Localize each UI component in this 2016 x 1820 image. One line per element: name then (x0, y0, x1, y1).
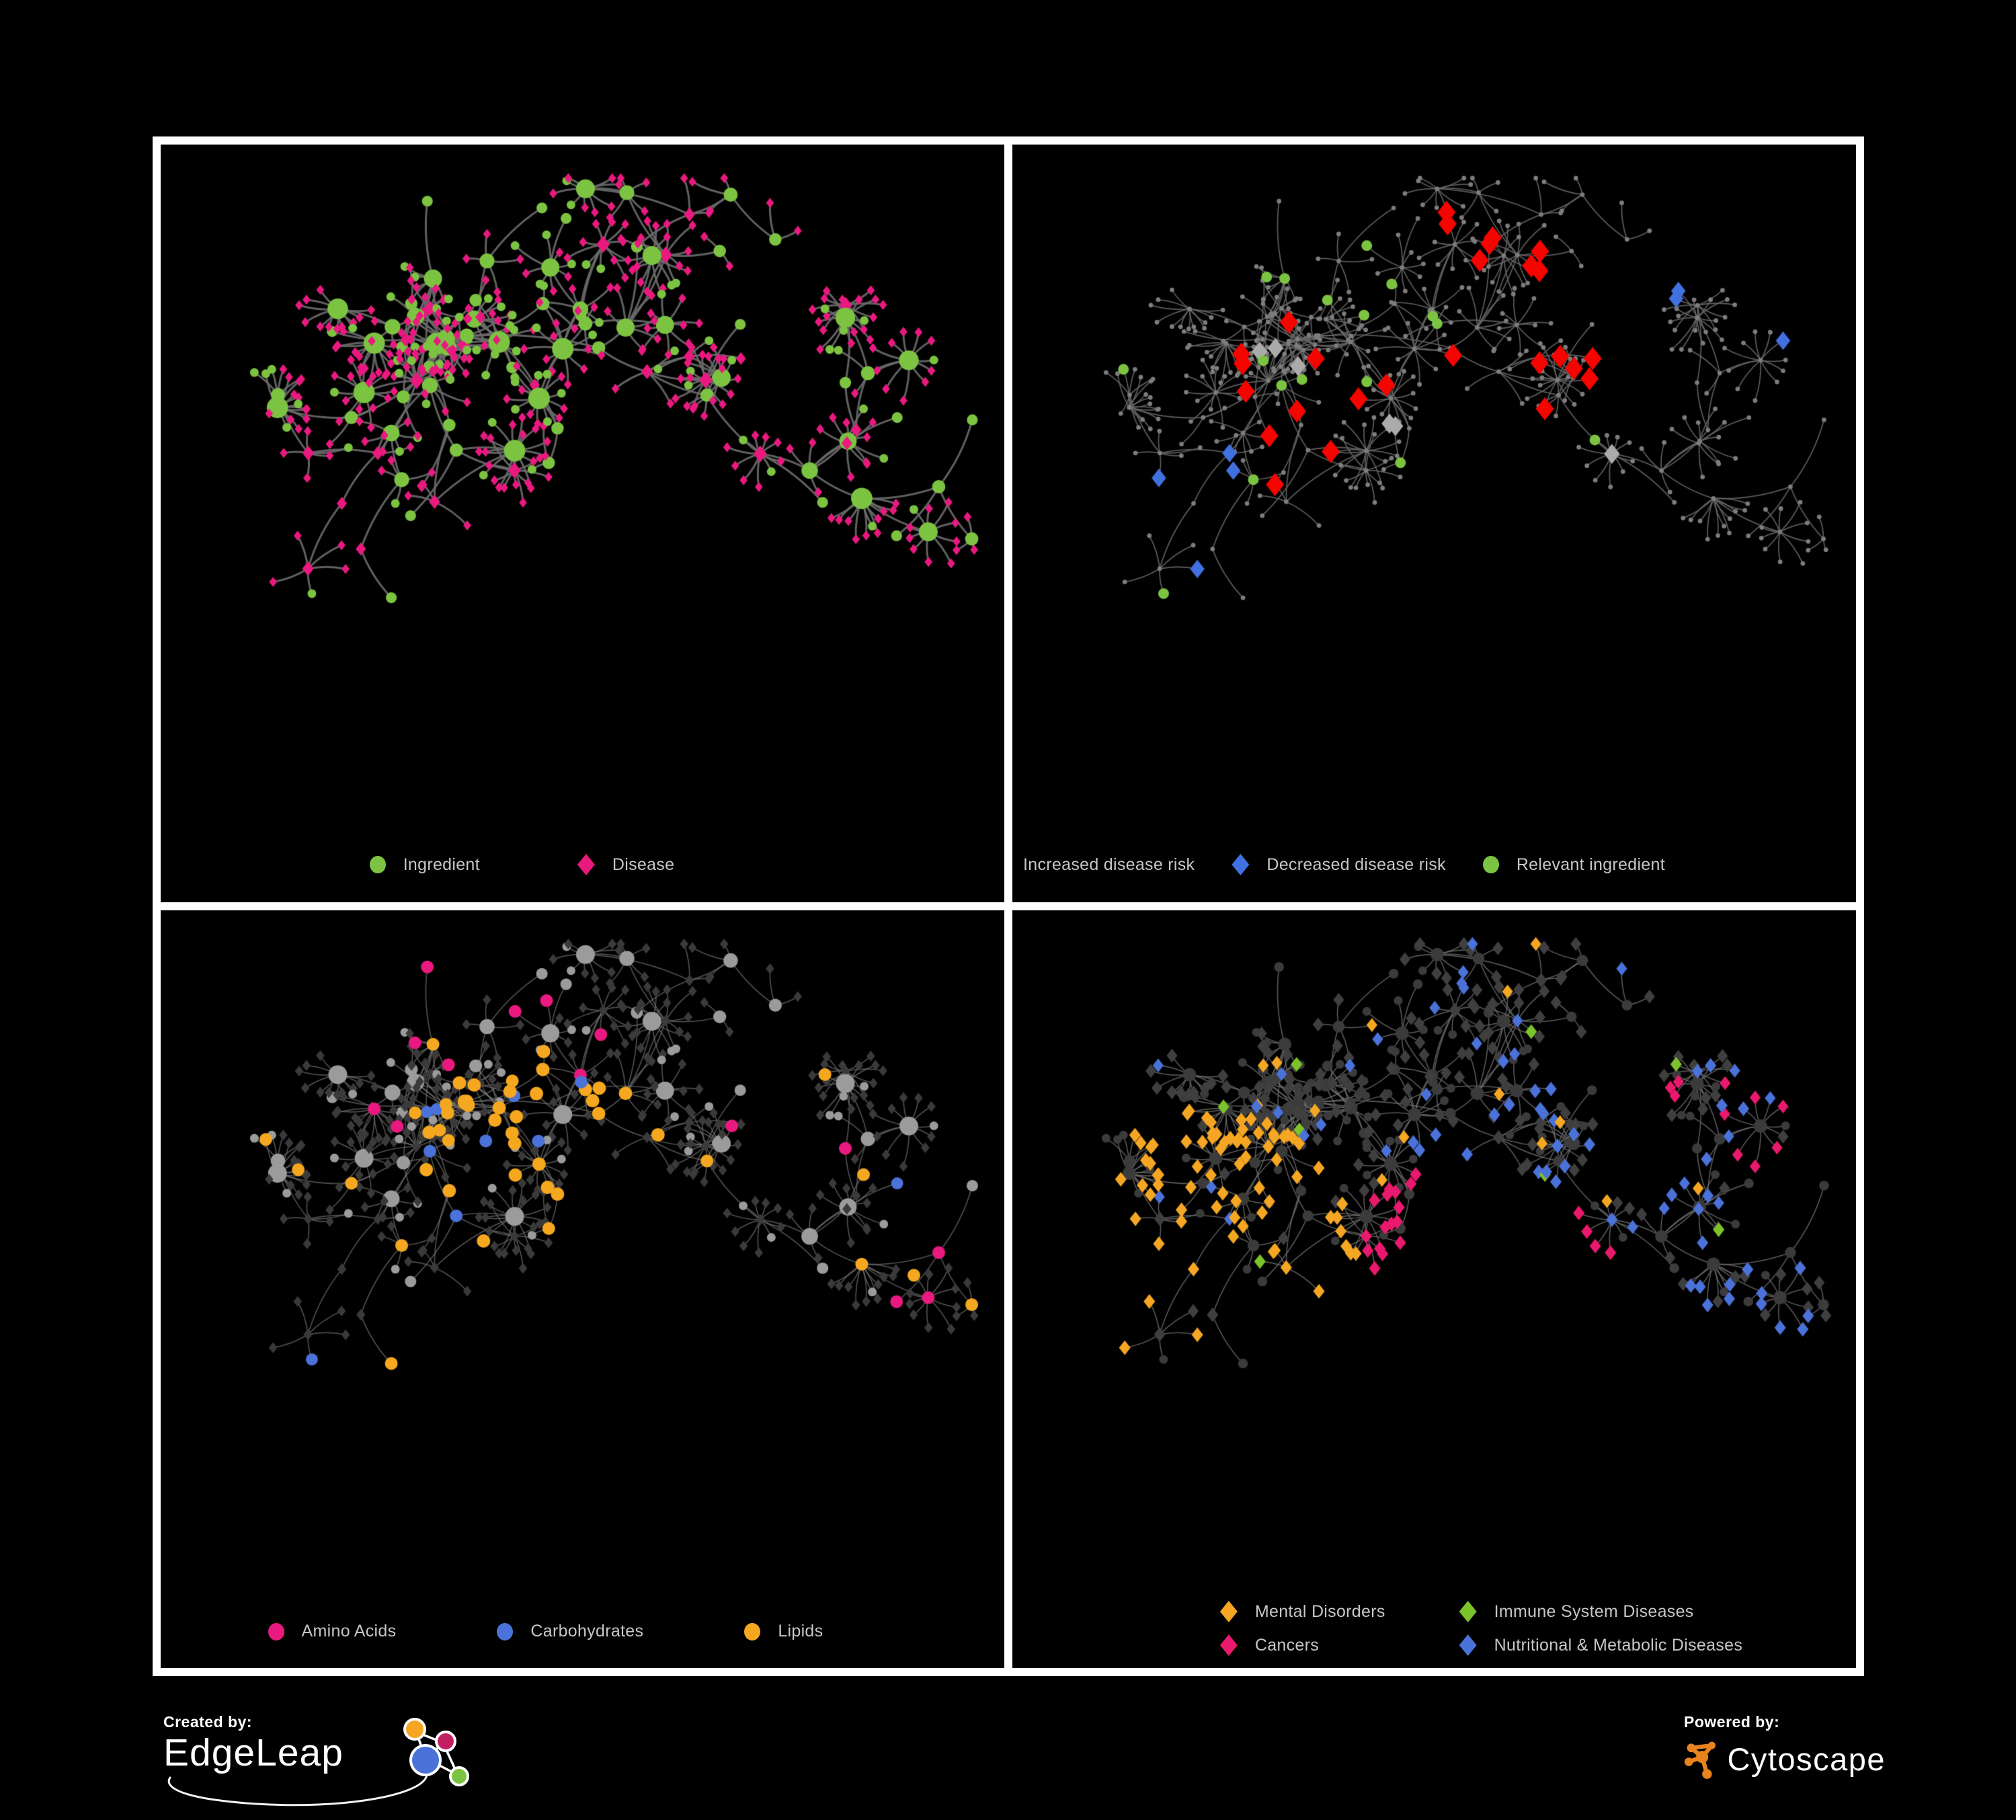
legend-label: Increased disease risk (1023, 855, 1195, 874)
panel-disease-categories: Mental Disorders Immune System Diseases … (1012, 910, 1856, 1668)
legend-item: Carbohydrates (497, 1622, 643, 1641)
cancers-marker-icon (1219, 1634, 1238, 1656)
panel-ingredient-classes: Amino Acids Carbohydrates Lipids (161, 910, 1004, 1668)
legend-label: Relevant ingredient (1516, 855, 1665, 874)
legend-label: Immune System Diseases (1494, 1601, 1694, 1621)
lipids-marker-icon (744, 1622, 761, 1640)
carbohydrates-marker-icon (497, 1622, 514, 1640)
legend-label: Carbohydrates (530, 1622, 644, 1640)
disease-marker-icon (577, 854, 595, 875)
legend-item: Mental Disorders (1219, 1601, 1385, 1622)
cytoscape-wordmark: Cytoscape (1727, 1741, 1886, 1777)
amino-acids-marker-icon (268, 1622, 284, 1640)
legend-disease-risk: Increased disease risk Decreased disease… (1012, 854, 1748, 875)
legend-item: Immune System Diseases (1459, 1601, 1742, 1622)
network-canvas-ingredient-classes (161, 910, 1004, 1668)
ingredient-marker-icon (369, 856, 386, 873)
created-by-block: Created by: EdgeLeap (163, 1713, 486, 1820)
legend-item: Relevant ingredient (1482, 855, 1665, 875)
legend-item: Disease (577, 854, 674, 875)
legend-label: Ingredient (403, 855, 480, 874)
legend-label: Amino Acids (301, 1622, 397, 1640)
legend-item: Lipids (744, 1622, 823, 1641)
legend-label: Nutritional & Metabolic Diseases (1494, 1635, 1743, 1655)
legend-disease-categories: Mental Disorders Immune System Diseases … (1219, 1601, 1742, 1656)
legend-label: Cancers (1254, 1635, 1320, 1655)
legend-label: Disease (612, 855, 675, 874)
immune-diseases-marker-icon (1459, 1601, 1477, 1622)
mental-disorders-marker-icon (1219, 1601, 1238, 1622)
legend-item: Amino Acids (268, 1622, 397, 1641)
panel-ingredient-disease: Ingredient Disease (161, 145, 1004, 902)
created-by-label: Created by: (163, 1713, 253, 1731)
powered-by-label: Powered by: (1684, 1713, 1780, 1731)
legend-ingredient-classes: Amino Acids Carbohydrates Lipids (161, 1622, 967, 1641)
legend-item: Cancers (1219, 1634, 1385, 1656)
panel-disease-risk: Increased disease risk Decreased disease… (1012, 145, 1856, 902)
legend-label: Lipids (778, 1622, 823, 1640)
legend-item: Decreased disease risk (1232, 854, 1446, 875)
legend-ingredient-disease: Ingredient Disease (161, 854, 944, 875)
network-canvas-disease-risk (1012, 145, 1856, 902)
legend-label: Mental Disorders (1254, 1601, 1385, 1621)
decreased-risk-marker-icon (1232, 854, 1250, 875)
nutritional-metabolic-marker-icon (1459, 1634, 1477, 1656)
network-canvas-ingredient-disease (161, 145, 1004, 902)
legend-item: Nutritional & Metabolic Diseases (1459, 1634, 1742, 1656)
powered-by-block: Powered by: Cytoscape (1684, 1713, 1886, 1801)
legend-item: Ingredient (369, 855, 480, 875)
relevant-ingredient-marker-icon (1482, 856, 1499, 873)
legend-item: Increased disease risk (1012, 854, 1195, 875)
legend-label: Decreased disease risk (1266, 855, 1446, 874)
panel-grid: Ingredient Disease Increased disease ris… (153, 136, 1864, 1676)
edgeleap-wordmark: EdgeLeap (163, 1731, 344, 1774)
network-canvas-disease-categories (1012, 910, 1856, 1668)
cytoscape-logo-icon (1684, 1741, 1716, 1779)
